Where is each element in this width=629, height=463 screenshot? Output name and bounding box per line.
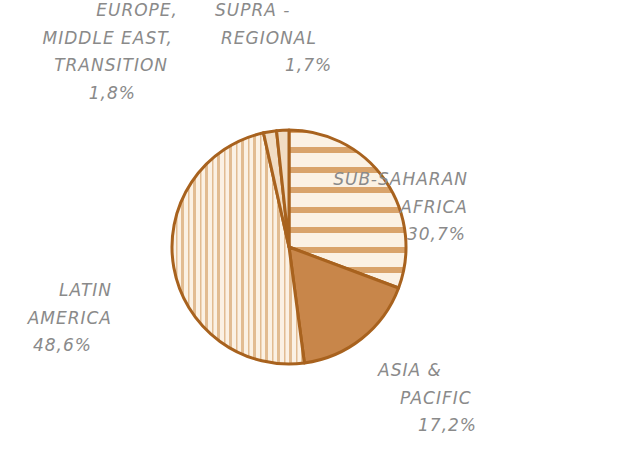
value-label: 1,7% xyxy=(285,55,332,75)
label-line: ASIA & xyxy=(377,360,442,380)
category-label: SUB-SAHARAN AFRICA xyxy=(333,169,468,217)
label-line: REGIONAL xyxy=(221,28,317,48)
category-label: ASIA & PACIFIC xyxy=(377,360,472,408)
label-line: SUB-SAHARAN xyxy=(333,169,468,189)
value-label: 30,7% xyxy=(407,224,466,244)
label-line: EUROPE, xyxy=(96,0,178,20)
label-line: MIDDLE EAST, xyxy=(43,28,173,48)
pie-slice xyxy=(263,131,289,247)
value-label: 48,6% xyxy=(33,335,92,355)
label-line: PACIFIC xyxy=(400,388,472,408)
label-line: TRANSITION xyxy=(54,55,168,75)
label-line: AMERICA xyxy=(27,308,112,328)
category-label: LATIN AMERICA xyxy=(27,280,112,328)
label-line: SUPRA - xyxy=(215,0,290,20)
label-line: AFRICA xyxy=(399,197,468,217)
category-label: SUPRA - REGIONAL xyxy=(215,0,317,48)
label-line: LATIN xyxy=(59,280,112,300)
chart: SUB-SAHARAN AFRICA 30,7% ASIA & PACIFIC 17,2%… xyxy=(0,0,629,463)
labels: SUB-SAHARAN AFRICA 30,7% ASIA & PACIFIC 17,2%… xyxy=(27,0,477,435)
value-label: 17,2% xyxy=(418,415,477,435)
value-label: 1,8% xyxy=(89,83,136,103)
pie-slice xyxy=(277,130,289,247)
pie-slice xyxy=(289,247,399,363)
pie xyxy=(172,130,406,364)
category-label: EUROPE, MIDDLE EAST, TRANSITION xyxy=(43,0,178,75)
